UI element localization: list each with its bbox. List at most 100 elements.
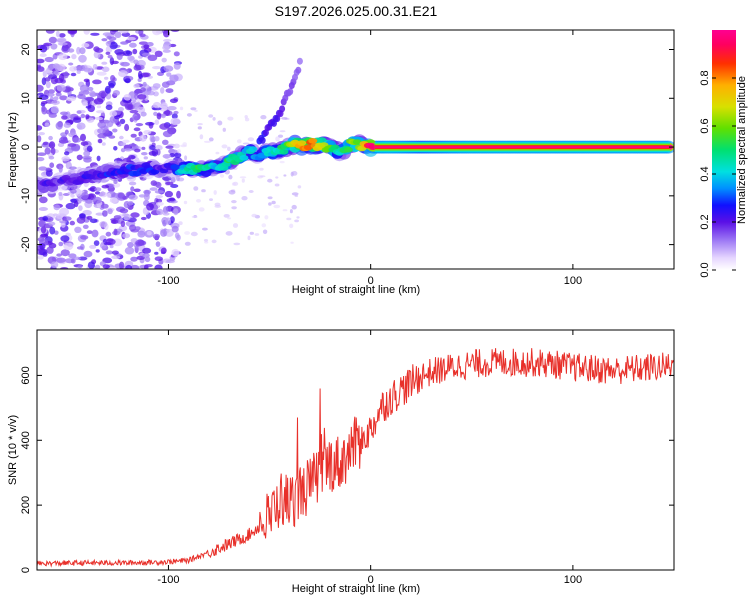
noise-blob bbox=[222, 127, 226, 132]
noise-blob bbox=[134, 93, 139, 100]
noise-blob bbox=[59, 220, 67, 224]
noise-blob bbox=[80, 113, 86, 119]
noise-blob bbox=[231, 200, 237, 204]
noise-blob bbox=[125, 103, 134, 111]
noise-blob bbox=[141, 52, 151, 57]
noise-blob bbox=[198, 207, 205, 212]
noise-blob bbox=[279, 160, 285, 164]
noise-blob bbox=[162, 206, 169, 214]
noise-blob bbox=[60, 235, 70, 242]
noise-blob bbox=[123, 94, 132, 101]
noise-blob bbox=[65, 232, 71, 237]
noise-blob bbox=[213, 190, 217, 195]
noise-blob bbox=[227, 217, 232, 220]
noise-blob bbox=[124, 246, 135, 255]
noise-blob bbox=[286, 217, 292, 221]
noise-blob bbox=[271, 200, 276, 205]
noise-blob bbox=[101, 142, 106, 146]
noise-blob bbox=[194, 109, 198, 112]
noise-blob bbox=[152, 83, 161, 89]
bottom-y-tick-label: 200 bbox=[20, 496, 32, 514]
noise-blob bbox=[39, 44, 48, 53]
noise-blob bbox=[89, 218, 98, 224]
noise-blob bbox=[154, 256, 163, 262]
noise-blob bbox=[84, 96, 94, 101]
bottom-x-axis-label: Height of straight line (km) bbox=[292, 583, 420, 595]
noise-blob bbox=[143, 130, 152, 135]
noise-blob bbox=[273, 204, 281, 209]
noise-blob bbox=[247, 235, 251, 241]
noise-blob bbox=[41, 107, 48, 115]
noise-blob bbox=[239, 176, 247, 179]
bottom-x-tick-label: 100 bbox=[564, 574, 582, 586]
colorbar: 0.0 0.2 0.4 0.6 0.8 Normalized spectral ampl… bbox=[699, 30, 748, 278]
noise-blob bbox=[81, 43, 90, 48]
noise-blob bbox=[268, 202, 272, 206]
noise-blob bbox=[260, 115, 267, 120]
noise-blob bbox=[77, 265, 83, 269]
bottom-x-tick-label: -100 bbox=[157, 574, 179, 586]
noise-blob bbox=[83, 67, 92, 72]
noise-blob bbox=[143, 189, 151, 195]
noise-blob bbox=[134, 226, 141, 231]
noise-blob bbox=[95, 249, 100, 253]
noise-blob bbox=[212, 117, 216, 121]
noise-blob bbox=[116, 53, 123, 60]
noise-blob bbox=[118, 70, 128, 78]
noise-blob bbox=[183, 200, 188, 205]
noise-blob bbox=[101, 66, 110, 73]
noise-blob bbox=[111, 60, 119, 65]
noise-blob bbox=[94, 48, 104, 53]
noise-blob bbox=[177, 149, 181, 154]
noise-blob bbox=[275, 136, 280, 142]
noise-blob bbox=[209, 198, 213, 202]
noise-blob bbox=[154, 136, 160, 142]
noise-blob bbox=[76, 69, 81, 74]
noise-blob bbox=[106, 192, 112, 199]
noise-blob bbox=[203, 239, 209, 242]
noise-blob bbox=[130, 264, 140, 269]
noise-blob bbox=[191, 215, 198, 219]
noise-blob bbox=[291, 192, 299, 196]
noise-blob bbox=[146, 231, 152, 236]
noise-blob bbox=[171, 113, 178, 120]
noise-blob bbox=[70, 189, 77, 194]
noise-blob bbox=[162, 139, 169, 145]
noise-blob bbox=[65, 202, 76, 210]
noise-blob bbox=[154, 50, 163, 57]
noise-blob bbox=[142, 81, 147, 87]
noise-blob bbox=[113, 146, 118, 151]
noise-blob bbox=[184, 241, 191, 246]
noise-blob bbox=[164, 228, 174, 237]
noise-blob bbox=[165, 217, 172, 225]
noise-blob bbox=[107, 54, 113, 59]
noise-blob bbox=[173, 110, 179, 115]
noise-blob bbox=[173, 143, 180, 149]
noise-blob bbox=[108, 83, 115, 89]
noise-blob bbox=[186, 113, 192, 117]
noise-blob bbox=[133, 59, 139, 65]
top-y-tick-label: -10 bbox=[20, 188, 32, 204]
branch-blob bbox=[259, 136, 266, 144]
noise-blob bbox=[63, 151, 70, 156]
noise-blob bbox=[104, 76, 109, 80]
noise-blob bbox=[90, 32, 100, 36]
noise-blob bbox=[152, 233, 160, 239]
noise-blob bbox=[40, 226, 47, 234]
noise-blob bbox=[190, 231, 198, 237]
noise-blob bbox=[39, 243, 46, 250]
noise-blob bbox=[143, 156, 148, 160]
noise-blob bbox=[137, 230, 146, 238]
noise-blob bbox=[45, 81, 51, 89]
noise-blob bbox=[122, 233, 131, 239]
noise-blob bbox=[289, 209, 293, 214]
noise-blob bbox=[45, 169, 53, 177]
noise-blob bbox=[61, 156, 70, 162]
noise-blob bbox=[119, 118, 126, 125]
noise-blob bbox=[204, 241, 209, 244]
noise-blob bbox=[169, 74, 179, 83]
ridge-blob bbox=[170, 164, 180, 170]
noise-blob bbox=[171, 225, 179, 233]
noise-blob bbox=[54, 63, 61, 72]
noise-blob bbox=[83, 78, 90, 83]
